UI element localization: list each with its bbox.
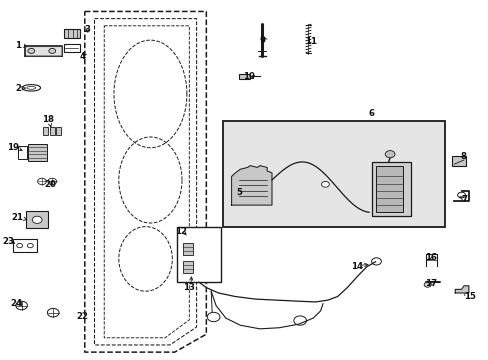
- Bar: [25, 45, 62, 56]
- Circle shape: [49, 48, 56, 53]
- Bar: [183, 243, 193, 255]
- Polygon shape: [454, 286, 468, 293]
- Text: 3: 3: [84, 25, 90, 34]
- Bar: [28, 144, 47, 161]
- Text: 12: 12: [175, 228, 187, 237]
- Text: 9: 9: [259, 36, 264, 45]
- Bar: [43, 127, 48, 135]
- Text: 2: 2: [15, 84, 21, 93]
- Bar: [376, 166, 403, 212]
- Text: 10: 10: [243, 72, 255, 81]
- Bar: [56, 127, 61, 135]
- Bar: [371, 162, 410, 216]
- Bar: [239, 74, 249, 79]
- Bar: [26, 211, 48, 228]
- Bar: [64, 44, 80, 51]
- Text: 8: 8: [460, 152, 466, 161]
- Bar: [177, 226, 221, 282]
- Text: 7: 7: [460, 195, 466, 204]
- Bar: [50, 127, 55, 135]
- Circle shape: [385, 150, 394, 158]
- Circle shape: [321, 181, 328, 187]
- Text: 21: 21: [12, 213, 23, 222]
- Text: 19: 19: [7, 143, 19, 152]
- Bar: [183, 261, 193, 273]
- Text: 13: 13: [183, 283, 195, 292]
- Text: 6: 6: [368, 109, 374, 118]
- Text: 11: 11: [304, 37, 316, 46]
- Text: 20: 20: [45, 180, 57, 189]
- Bar: [18, 145, 27, 159]
- Text: 17: 17: [424, 279, 436, 288]
- Text: 22: 22: [76, 312, 88, 321]
- Text: 15: 15: [464, 292, 475, 301]
- Bar: [13, 239, 37, 252]
- Polygon shape: [231, 166, 271, 205]
- Text: 4: 4: [79, 52, 85, 61]
- Bar: [64, 29, 80, 39]
- Circle shape: [28, 48, 35, 53]
- Text: 1: 1: [15, 41, 21, 50]
- Text: 5: 5: [236, 188, 242, 197]
- Text: 23: 23: [2, 237, 14, 246]
- Bar: [223, 121, 444, 226]
- Text: 18: 18: [42, 115, 54, 124]
- Text: 16: 16: [424, 253, 436, 262]
- Bar: [451, 156, 466, 166]
- Text: 24: 24: [11, 299, 23, 308]
- Text: 14: 14: [350, 262, 363, 271]
- Circle shape: [423, 282, 430, 287]
- Circle shape: [32, 216, 42, 224]
